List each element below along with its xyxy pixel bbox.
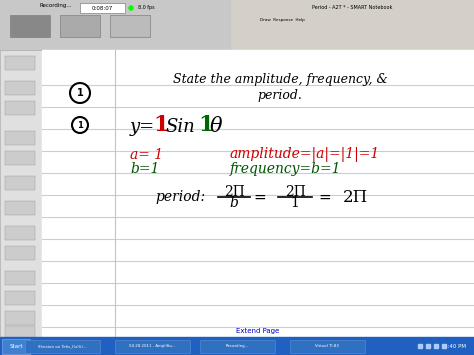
Bar bbox=[5, 81, 35, 95]
Text: Recording...: Recording... bbox=[225, 344, 249, 348]
Bar bbox=[115, 340, 190, 353]
Text: b=1: b=1 bbox=[130, 162, 159, 176]
Text: 8.0 fps: 8.0 fps bbox=[138, 5, 155, 11]
Text: Period - A2T * - SMART Notebook: Period - A2T * - SMART Notebook bbox=[312, 5, 392, 10]
Bar bbox=[0, 0, 474, 20]
Bar bbox=[5, 326, 35, 340]
Text: Virtual TI-83: Virtual TI-83 bbox=[315, 344, 339, 348]
Text: 2Π: 2Π bbox=[224, 185, 245, 199]
Bar bbox=[110, 15, 150, 37]
Bar bbox=[230, 0, 474, 15]
Text: 2Π: 2Π bbox=[284, 185, 305, 199]
Text: Shnston on Tehs_f(x)(i)...: Shnston on Tehs_f(x)(i)... bbox=[38, 344, 86, 348]
Bar bbox=[5, 246, 35, 260]
Text: 1: 1 bbox=[291, 196, 300, 210]
Bar bbox=[80, 3, 125, 13]
Text: Start: Start bbox=[9, 344, 23, 349]
Bar bbox=[0, 0, 230, 50]
Text: Sin: Sin bbox=[165, 118, 195, 136]
Text: 2Π: 2Π bbox=[342, 189, 368, 206]
Bar bbox=[5, 201, 35, 215]
Text: b: b bbox=[229, 196, 238, 210]
Text: 1: 1 bbox=[198, 114, 213, 136]
Bar bbox=[230, 25, 474, 40]
Bar bbox=[42, 50, 474, 337]
Bar bbox=[60, 15, 100, 37]
Text: y=: y= bbox=[130, 118, 155, 136]
Circle shape bbox=[70, 83, 90, 103]
Circle shape bbox=[72, 117, 88, 133]
Bar bbox=[5, 271, 35, 285]
Bar bbox=[2, 339, 30, 354]
Bar bbox=[5, 176, 35, 190]
Text: θ: θ bbox=[210, 118, 223, 137]
Text: Draw  Response  Help: Draw Response Help bbox=[260, 18, 305, 22]
Text: 1: 1 bbox=[153, 114, 168, 136]
Text: Extend Page: Extend Page bbox=[237, 328, 280, 334]
Bar bbox=[230, 15, 474, 25]
Text: 0:08:07: 0:08:07 bbox=[91, 5, 113, 11]
Text: 04.28.2011 - Ampliftu...: 04.28.2011 - Ampliftu... bbox=[128, 344, 175, 348]
Bar bbox=[5, 101, 35, 115]
Text: Recording...: Recording... bbox=[40, 2, 73, 7]
Bar bbox=[5, 151, 35, 165]
Bar bbox=[230, 40, 474, 50]
Text: period.: period. bbox=[257, 88, 302, 102]
Bar bbox=[25, 340, 100, 353]
Bar bbox=[5, 131, 35, 145]
Bar bbox=[10, 15, 50, 37]
Bar bbox=[290, 340, 365, 353]
Bar bbox=[0, 50, 42, 355]
Text: a= 1: a= 1 bbox=[130, 148, 163, 162]
Bar bbox=[5, 56, 35, 70]
Bar bbox=[0, 337, 474, 355]
Text: period:: period: bbox=[155, 190, 205, 204]
Bar bbox=[5, 311, 35, 325]
Text: amplitude=|a|=|1|=1: amplitude=|a|=|1|=1 bbox=[230, 147, 380, 163]
Bar bbox=[200, 340, 275, 353]
Text: frequency=b=1: frequency=b=1 bbox=[230, 162, 341, 176]
Text: =: = bbox=[319, 190, 331, 204]
Bar bbox=[5, 226, 35, 240]
Text: =: = bbox=[254, 190, 266, 204]
Circle shape bbox=[129, 6, 133, 10]
Text: 1: 1 bbox=[77, 88, 83, 98]
Text: State the amplitude, frequency, &: State the amplitude, frequency, & bbox=[173, 72, 387, 86]
Bar bbox=[5, 291, 35, 305]
Text: 1: 1 bbox=[77, 120, 83, 130]
Text: 1:40 PM: 1:40 PM bbox=[444, 344, 466, 349]
